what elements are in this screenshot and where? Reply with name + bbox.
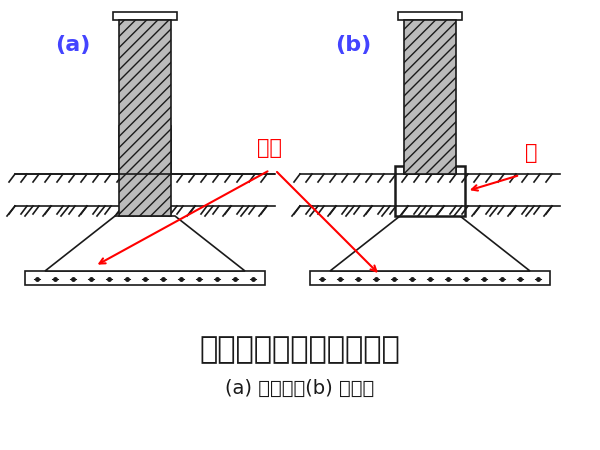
Bar: [404, 20, 456, 174]
Bar: [25, 271, 265, 285]
Bar: [398, 12, 462, 20]
Bar: [119, 126, 171, 216]
Text: 肋: 肋: [525, 143, 538, 163]
Bar: [404, 166, 456, 174]
Polygon shape: [45, 216, 245, 271]
Text: 墙下钢筋混凝土条形基础: 墙下钢筋混凝土条形基础: [200, 336, 400, 364]
Polygon shape: [330, 216, 530, 271]
Text: (a) 无肋的；(b) 有肋的: (a) 无肋的；(b) 有肋的: [226, 378, 374, 397]
Text: (b): (b): [335, 35, 371, 55]
Bar: [113, 12, 177, 20]
Bar: [395, 166, 465, 216]
Text: (a): (a): [55, 35, 91, 55]
Text: 底板: 底板: [257, 138, 283, 158]
Bar: [310, 271, 550, 285]
Bar: [119, 20, 171, 174]
